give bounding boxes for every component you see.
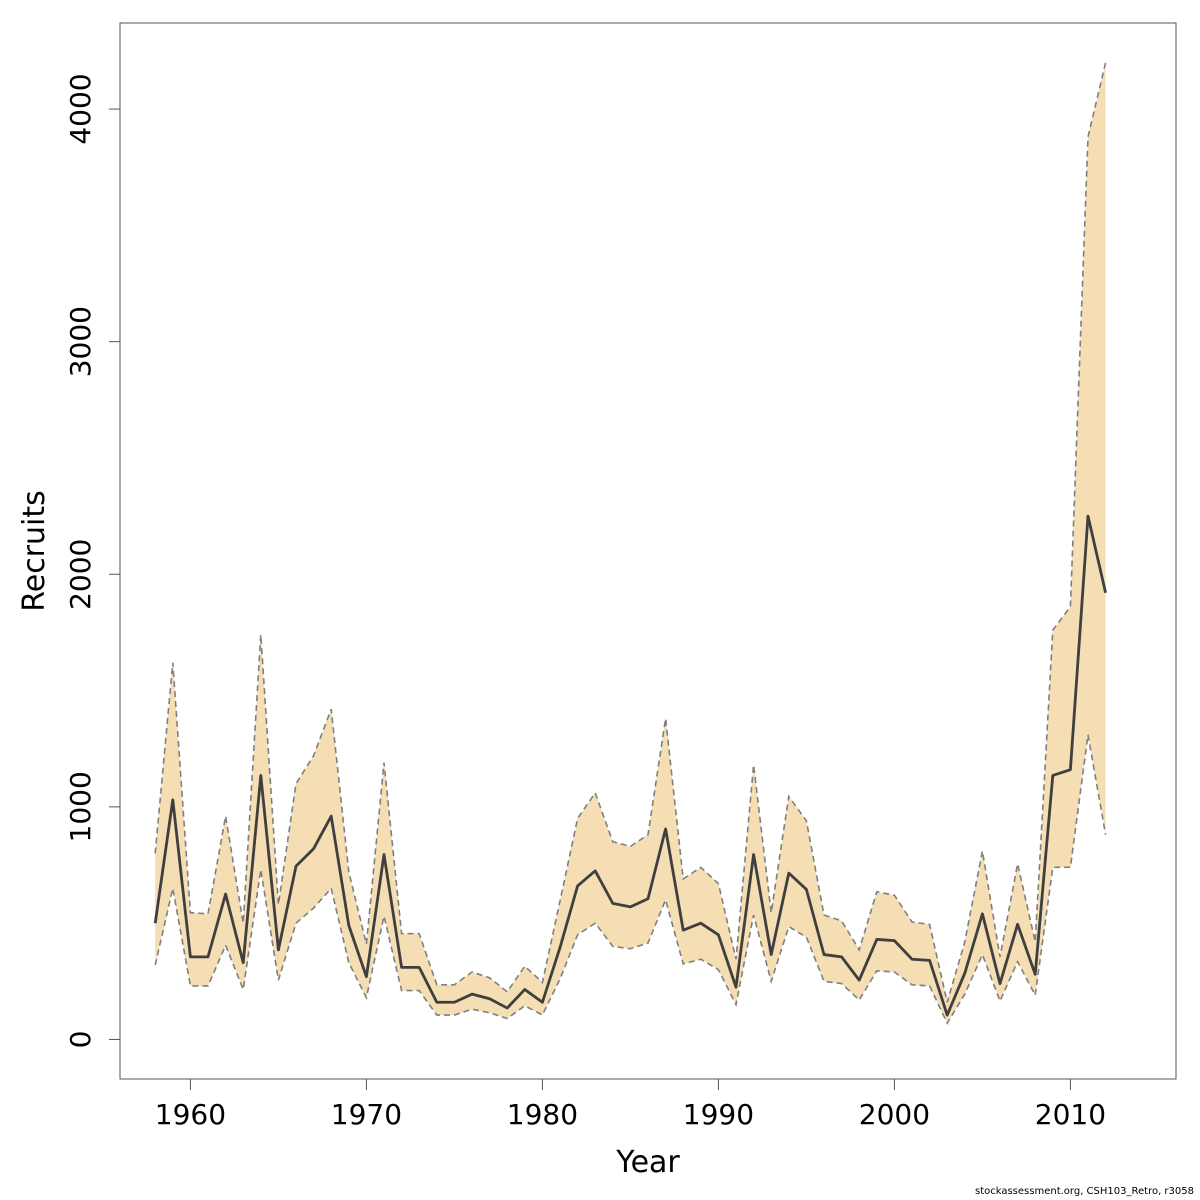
x-tick-label: 1970: [331, 1098, 402, 1131]
y-tick-label: 2000: [64, 539, 97, 610]
y-tick-label: 0: [64, 1031, 97, 1049]
y-tick-label: 4000: [64, 73, 97, 144]
x-axis-title: Year: [615, 1145, 680, 1180]
footer-credit: stockassessment.org, CSH103_Retro, r3058: [974, 1186, 1194, 1197]
x-tick-label: 1980: [507, 1098, 578, 1131]
x-tick-label: 1960: [155, 1098, 226, 1131]
x-axis: 1960 1970 1980 1990 2000 2010: [155, 1078, 1106, 1131]
y-axis-title: Recruits: [17, 490, 52, 612]
y-tick-label: 1000: [64, 771, 97, 842]
upper-bound-line: [154, 62, 1107, 1003]
estimate-line: [153, 514, 1107, 1017]
x-tick-label: 1990: [683, 1098, 754, 1131]
x-tick-label: 2010: [1035, 1098, 1106, 1131]
x-tick-label: 2000: [859, 1098, 930, 1131]
lower-bound-line: [154, 734, 1107, 1025]
y-axis: 0 1000 2000 3000 4000: [64, 73, 121, 1049]
confidence-band: [155, 62, 1106, 1024]
confidence-band-layer: [154, 62, 1107, 1025]
y-tick-label: 3000: [64, 306, 97, 377]
estimate-line-layer: [153, 514, 1107, 1017]
